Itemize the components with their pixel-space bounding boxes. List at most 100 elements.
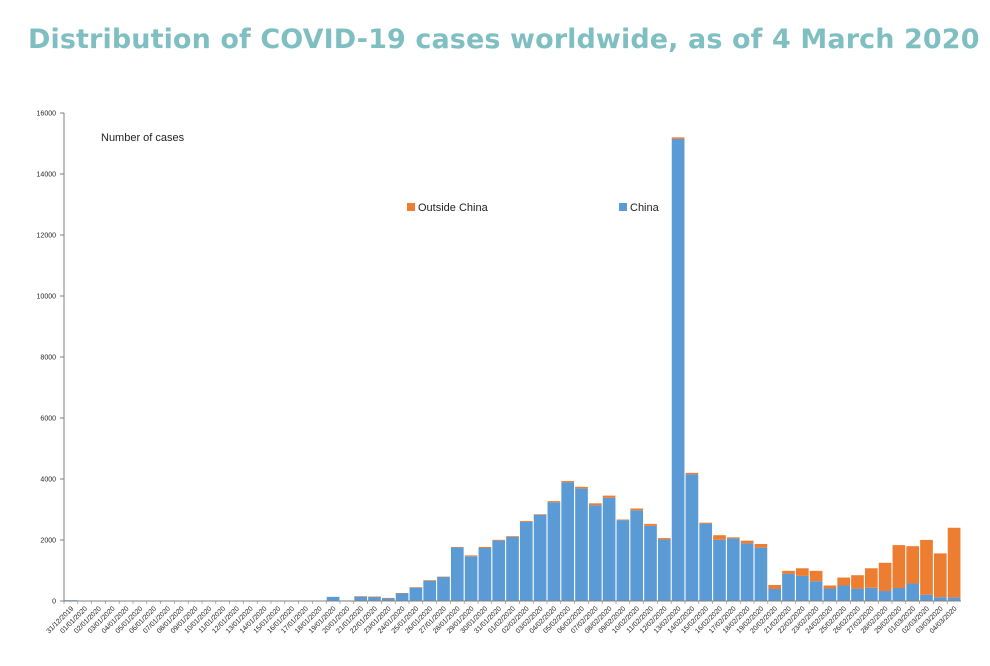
bar-outside-china <box>933 553 947 598</box>
bar-outside-china <box>506 536 519 537</box>
bar-china <box>437 577 450 601</box>
bar-outside-china <box>657 538 671 540</box>
bar-outside-china <box>547 501 561 503</box>
bar-china <box>423 580 437 601</box>
bar-china <box>616 520 630 601</box>
bar-outside-china <box>947 527 961 598</box>
y-tick-label: 10000 <box>37 294 57 301</box>
bar-china <box>754 547 768 601</box>
bar-outside-china <box>754 544 768 548</box>
bar-china <box>920 594 933 601</box>
bar-china <box>671 138 685 602</box>
bar-outside-china <box>354 596 368 597</box>
bar-outside-china <box>823 585 837 589</box>
bar-china <box>630 510 644 601</box>
x-axis-tick-labels: 31/12/201901/01/202002/01/202003/01/2020… <box>46 601 959 635</box>
legend-swatch-outside-china <box>407 203 415 211</box>
bar-china <box>837 585 851 601</box>
bar-outside-china <box>726 537 740 539</box>
bar-china <box>381 598 395 601</box>
bar-china <box>740 543 754 601</box>
bar-outside-china <box>561 481 575 483</box>
bar-china <box>354 596 368 601</box>
y-tick-label: 2000 <box>40 538 56 545</box>
bar-china <box>395 593 409 601</box>
bar-outside-china <box>575 486 588 489</box>
bar-outside-china <box>671 137 685 139</box>
bar-china <box>561 482 575 601</box>
bar-china <box>947 597 961 601</box>
bar-china <box>768 588 782 601</box>
bar-china <box>464 556 478 601</box>
bar-china <box>644 525 657 601</box>
y-tick-label: 0 <box>52 599 56 606</box>
bar-outside-china <box>616 519 630 521</box>
y-tick-label: 12000 <box>37 233 57 240</box>
y-tick-label: 8000 <box>40 355 56 362</box>
bar-outside-china <box>795 568 809 576</box>
bar-china <box>699 523 713 601</box>
y-tick-label: 4000 <box>40 477 56 484</box>
bar-china <box>602 497 616 601</box>
y-tick-label: 14000 <box>37 172 57 179</box>
bar-outside-china <box>602 495 616 498</box>
bar-outside-china <box>630 508 644 511</box>
bar-outside-china <box>685 472 699 475</box>
bar-outside-china <box>864 568 878 588</box>
legend-swatch-china <box>619 203 627 211</box>
bar-china <box>519 522 533 601</box>
bar-outside-china <box>906 546 920 584</box>
bar-outside-china <box>450 546 464 548</box>
legend-label-china: China <box>630 202 660 214</box>
bar-china <box>506 536 519 601</box>
bar-china <box>492 540 506 601</box>
bar-china <box>685 474 699 601</box>
bar-china <box>713 539 726 601</box>
bar-china <box>657 539 671 601</box>
bar-china <box>782 573 795 601</box>
bar-china <box>326 596 340 601</box>
y-tick-label: 6000 <box>40 416 56 423</box>
bar-china <box>823 588 837 601</box>
bar-outside-china <box>920 539 933 595</box>
bar-outside-china <box>740 540 754 544</box>
bar-outside-china <box>851 575 864 589</box>
bar-china <box>809 581 823 601</box>
bar-outside-china <box>464 555 478 557</box>
bar-china <box>368 596 381 601</box>
bar-china <box>478 548 492 601</box>
bar-china <box>726 538 740 601</box>
bar-outside-china <box>368 596 381 598</box>
bar-china <box>547 502 561 601</box>
bar-outside-china <box>713 535 726 540</box>
bar-outside-china <box>588 503 602 506</box>
legend: Outside China China <box>407 202 660 214</box>
bar-china <box>851 588 864 601</box>
bar-outside-china <box>423 580 437 581</box>
bar-outside-china <box>478 546 492 549</box>
bar-china <box>450 547 464 601</box>
bar-outside-china <box>892 545 906 588</box>
bar-china <box>588 505 602 601</box>
bar-outside-china <box>381 597 395 599</box>
bar-china <box>892 587 906 601</box>
bar-outside-china <box>768 585 782 589</box>
bar-outside-china <box>519 521 533 522</box>
bar-outside-china <box>782 570 795 574</box>
bar-outside-china <box>395 592 409 594</box>
bar-outside-china <box>809 570 823 582</box>
bar-outside-china <box>492 539 506 541</box>
bar-outside-china <box>409 587 423 588</box>
legend-label-outside-china: Outside China <box>418 202 489 214</box>
bar-outside-china <box>644 523 657 526</box>
bar-china <box>409 587 423 601</box>
bar-outside-china <box>533 514 547 515</box>
bar-china <box>933 597 947 601</box>
bar-china <box>878 591 892 601</box>
y-axis-label: Number of cases <box>101 132 185 144</box>
bar-outside-china <box>437 576 450 578</box>
bar-china <box>864 587 878 601</box>
bar-outside-china <box>837 577 851 586</box>
y-axis-tick-labels: 0 2000 4000 6000 8000 10000 12000 14000 16000 <box>37 111 64 606</box>
